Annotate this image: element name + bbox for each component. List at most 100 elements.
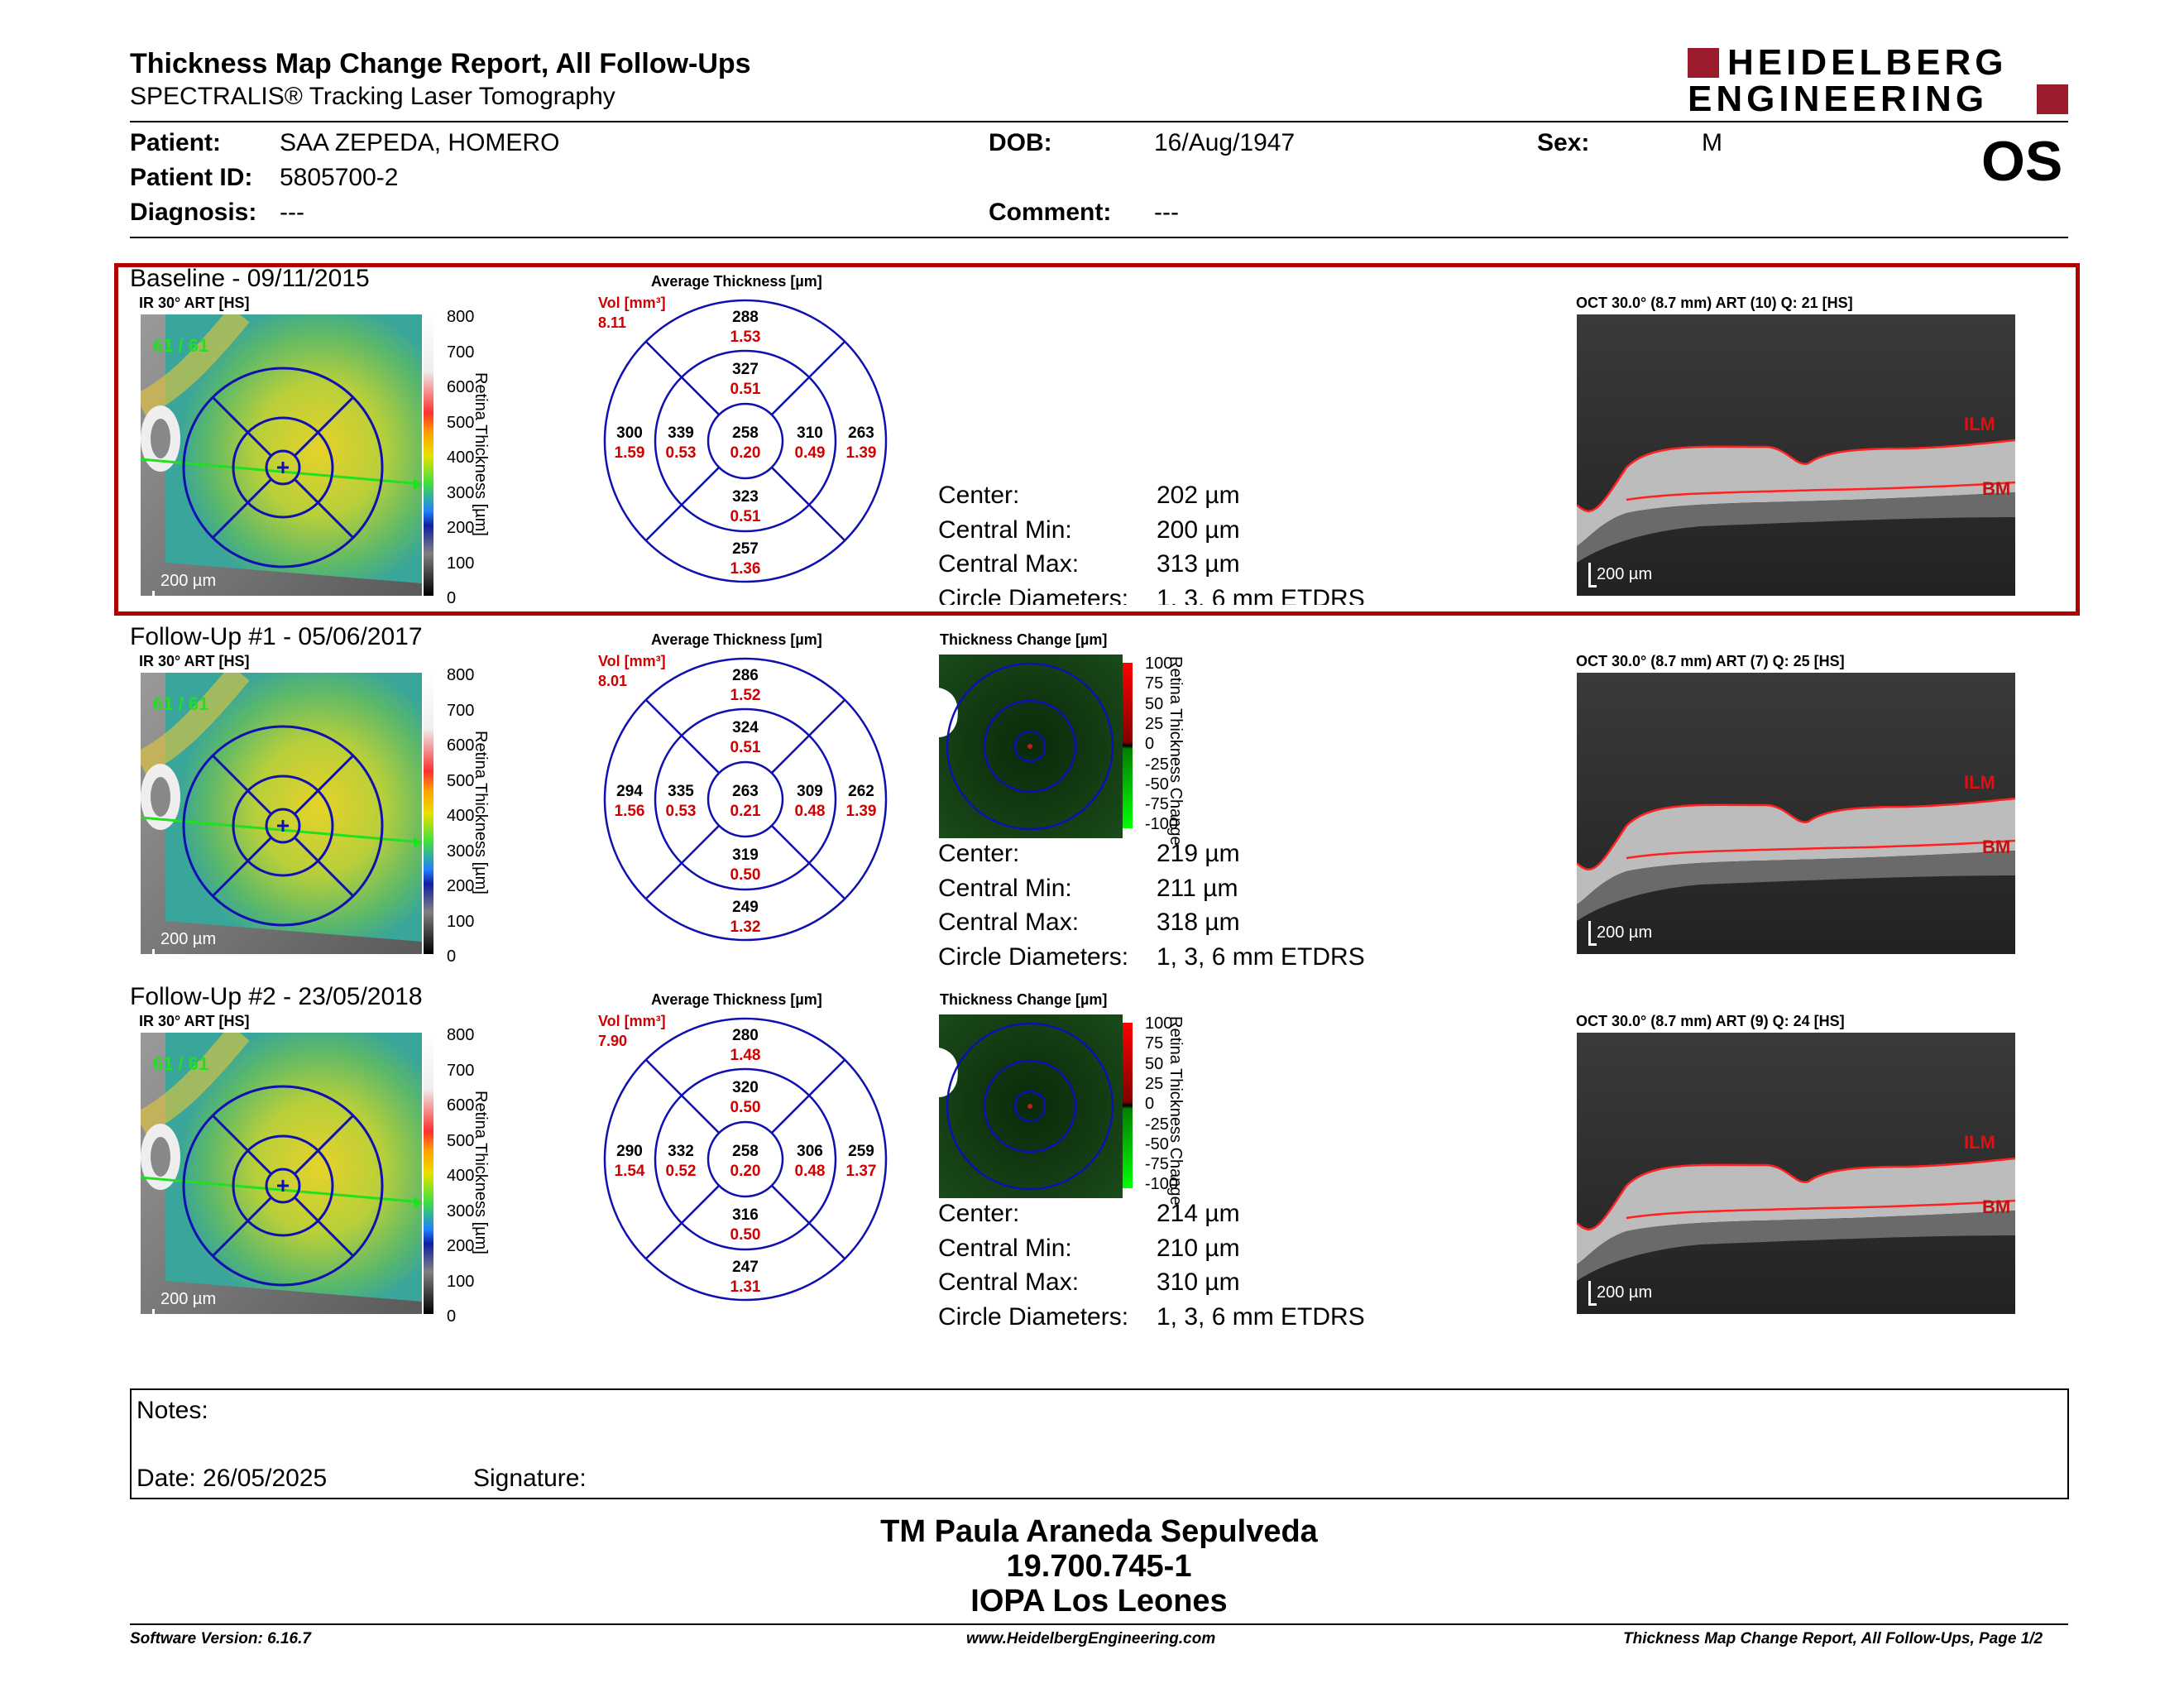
change-scale-tick: -100 [1145, 815, 1179, 834]
grid-volume-outer-right: 1.37 [846, 1163, 877, 1180]
change-scale-tick: 100 [1145, 655, 1173, 673]
logo-line2: ENGINEERING [1688, 79, 1989, 119]
diagnosis-label: Diagnosis: [130, 199, 257, 226]
grid-thickness-outer-sup: 288 [732, 309, 759, 326]
oct-scale-label: 200 µm [1597, 565, 1652, 583]
comment-value: --- [1154, 199, 1179, 226]
change-scale-tick: -75 [1145, 1155, 1169, 1174]
change-scale-tick: 0 [1145, 1095, 1155, 1114]
grid-thickness-outer-inf: 257 [732, 540, 759, 558]
grid-thickness-outer-right: 259 [848, 1143, 874, 1160]
scale-tick: 600 [447, 378, 475, 396]
scale-tick: 800 [447, 1026, 475, 1044]
thickness-color-scale [424, 673, 433, 954]
bm-label: BM [1982, 1196, 2010, 1217]
grid-thickness-outer-left: 294 [616, 783, 643, 800]
grid-thickness-outer-sup: 286 [732, 667, 759, 684]
scale-tick: 0 [447, 1307, 457, 1326]
grid-thickness-center: 263 [732, 783, 759, 800]
website-link[interactable]: www.HeidelbergEngineering.com [966, 1630, 1216, 1647]
stat-value-0: 202 µm [1157, 482, 1240, 509]
signer-org: IOPA Los Leones [970, 1584, 1228, 1618]
heidelberg-logo: HEIDELBERG ENGINEERING [1688, 42, 2068, 119]
stat-label-2: Central Max: [938, 909, 1080, 936]
scale-tick: 300 [447, 1201, 475, 1220]
grid-thickness-inner-sup: 327 [732, 361, 759, 378]
oct-scan-image: ILM BM 200 µm [1577, 1033, 2015, 1314]
grid-thickness-inner-right: 306 [797, 1143, 823, 1160]
thickness-map-image: 61 / 61 200 µm [141, 314, 422, 596]
quality-overlay: 61 / 61 [153, 335, 208, 356]
map-scale-label: 200 µm [160, 930, 216, 948]
grid-volume-inner-left: 0.53 [666, 803, 697, 820]
oct-scale-label: 200 µm [1597, 923, 1652, 942]
change-scale-tick: -25 [1145, 1115, 1169, 1134]
signer-block: TM Paula Araneda Sepulveda 19.700.745-1 … [0, 1514, 2184, 1618]
ir-label: IR 30° ART [HS] [139, 1013, 250, 1029]
grid-thickness-inner-left: 335 [668, 783, 694, 800]
exam-title: Follow-Up #1 - 05/06/2017 [130, 623, 423, 650]
stat-value-2: 318 µm [1157, 909, 1240, 936]
thickness-map-image: 61 / 61 200 µm [141, 673, 422, 954]
grid-volume-center: 0.20 [730, 1163, 761, 1180]
patient-id: 5805700-2 [280, 164, 399, 191]
exam-title: Follow-Up #2 - 23/05/2018 [130, 983, 423, 1010]
retina-axis-label: Retina Thickness [µm] [472, 731, 490, 894]
oct-scale-label: 200 µm [1597, 1283, 1652, 1302]
notes-label: Notes: [136, 1397, 208, 1424]
grid-thickness-inner-inf: 319 [732, 846, 759, 864]
grid-thickness-center: 258 [732, 1143, 759, 1160]
total-volume: 8.01 [598, 673, 628, 689]
map-scale-label: 200 µm [160, 572, 216, 590]
change-scale-tick: -25 [1145, 755, 1169, 774]
stat-label-3: Circle Diameters: [938, 1302, 1129, 1331]
grid-volume-outer-right: 1.39 [846, 444, 877, 462]
grid-thickness-center: 258 [732, 424, 759, 442]
retina-axis-label: Retina Thickness [µm] [472, 1091, 490, 1254]
grid-volume-center: 0.20 [730, 444, 761, 462]
logo-line1: HEIDELBERG [1727, 42, 2008, 83]
vol-label: Vol [mm³] [598, 653, 666, 669]
quality-overlay: 61 / 61 [153, 1053, 208, 1074]
thickness-change-title: Thickness Change [µm] [940, 631, 1108, 648]
grid-thickness-outer-left: 300 [616, 424, 643, 442]
diagnosis-value: --- [280, 199, 304, 226]
change-scale-tick: -50 [1145, 1134, 1169, 1153]
change-scale-tick: 0 [1145, 735, 1155, 754]
grid-volume-center: 0.21 [730, 803, 761, 820]
change-color-scale [1123, 1023, 1133, 1188]
grid-volume-inner-right: 0.49 [795, 444, 826, 462]
grid-volume-outer-sup: 1.48 [730, 1047, 761, 1064]
exam-title: Baseline - 09/11/2015 [130, 265, 370, 292]
stat-label-1: Central Min: [938, 516, 1072, 544]
scale-tick: 400 [447, 1167, 475, 1185]
grid-volume-inner-inf: 0.51 [730, 508, 761, 525]
scale-tick: 100 [447, 1272, 475, 1291]
grid-volume-outer-sup: 1.53 [730, 328, 761, 346]
grid-volume-outer-left: 1.56 [615, 803, 645, 820]
software-version: Software Version: 6.16.7 [130, 1630, 311, 1647]
scale-tick: 700 [447, 701, 475, 720]
notes-box: Notes: Date: 26/05/2025 Signature: [130, 1388, 2069, 1499]
grid-volume-outer-inf: 1.36 [730, 560, 761, 578]
thickness-change-map [939, 655, 1123, 838]
scale-tick: 500 [447, 413, 475, 432]
bm-label: BM [1982, 837, 2010, 857]
vol-label: Vol [mm³] [598, 295, 666, 311]
scale-tick: 800 [447, 308, 475, 326]
scale-tick: 0 [447, 589, 457, 607]
baseline-highlight [114, 263, 2080, 616]
change-scale-tick: 75 [1145, 1034, 1164, 1053]
scale-tick: 500 [447, 771, 475, 790]
change-scale-tick: 100 [1145, 1014, 1173, 1033]
etdrs-grid: 258 0.20 320 0.50 316 0.50 332 0.52 306 0.48 280 1.… [602, 1016, 888, 1302]
scale-tick: 700 [447, 343, 475, 362]
stat-label-1: Central Min: [938, 874, 1072, 902]
dob-value: 16/Aug/1947 [1154, 129, 1296, 156]
change-axis-label: Retina Thickness Change [1166, 656, 1185, 846]
change-axis-label: Retina Thickness Change [1166, 1016, 1185, 1206]
change-scale-tick: -75 [1145, 795, 1169, 814]
etdrs-grid: 258 0.20 327 0.51 323 0.51 339 0.53 310 0.49 288 1.… [602, 298, 888, 584]
ilm-label: ILM [1964, 414, 1995, 434]
avg-thickness-title: Average Thickness [µm] [651, 273, 822, 290]
